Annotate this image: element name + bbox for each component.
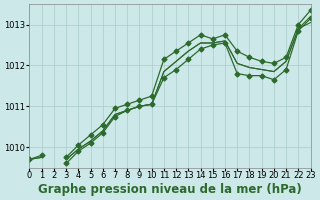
X-axis label: Graphe pression niveau de la mer (hPa): Graphe pression niveau de la mer (hPa) xyxy=(38,183,302,196)
